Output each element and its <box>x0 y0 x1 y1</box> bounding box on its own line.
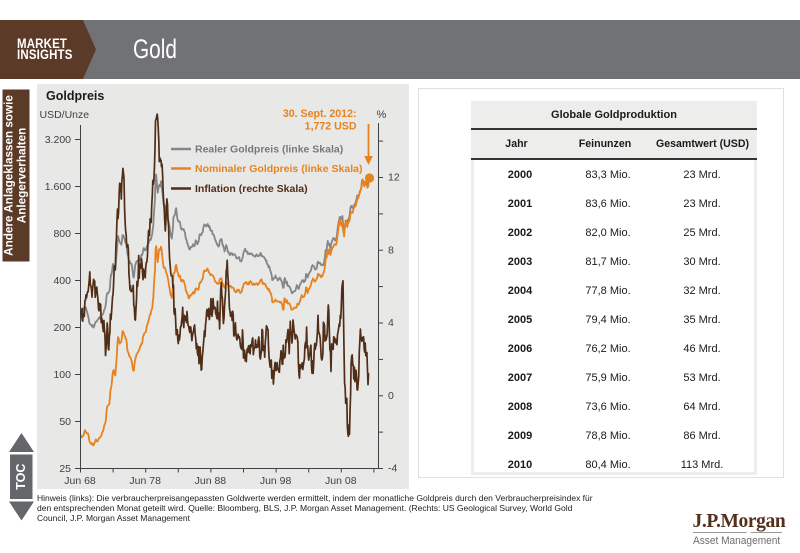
svg-text:50: 50 <box>59 416 71 428</box>
svg-text:Jun 98: Jun 98 <box>260 475 292 487</box>
svg-text:Nominaler Goldpreis (linke Ska: Nominaler Goldpreis (linke Skala) <box>195 163 362 175</box>
svg-text:Jun 88: Jun 88 <box>195 475 227 487</box>
svg-text:1.600: 1.600 <box>45 181 71 193</box>
svg-text:Realer Goldpreis (linke Skala): Realer Goldpreis (linke Skala) <box>195 144 343 156</box>
svg-text:30. Sept. 2012:: 30. Sept. 2012: <box>283 108 357 120</box>
svg-text:0: 0 <box>388 390 394 402</box>
svg-text:100: 100 <box>53 369 71 381</box>
svg-text:4: 4 <box>388 317 394 329</box>
svg-text:1,772 USD: 1,772 USD <box>305 121 357 133</box>
svg-text:800: 800 <box>53 228 71 240</box>
svg-text:8: 8 <box>388 244 394 256</box>
svg-text:Jun 78: Jun 78 <box>129 475 161 487</box>
svg-text:%: % <box>377 109 387 121</box>
svg-text:400: 400 <box>53 275 71 287</box>
svg-text:25: 25 <box>59 463 71 475</box>
svg-text:Jun 68: Jun 68 <box>64 475 96 487</box>
svg-text:200: 200 <box>53 322 71 334</box>
svg-text:-4: -4 <box>388 463 397 475</box>
svg-text:Jun 08: Jun 08 <box>325 475 357 487</box>
svg-text:12: 12 <box>388 172 400 184</box>
svg-text:TOC: TOC <box>14 464 28 490</box>
svg-text:3.200: 3.200 <box>45 134 71 146</box>
svg-text:Inflation (rechte Skala): Inflation (rechte Skala) <box>195 183 308 195</box>
